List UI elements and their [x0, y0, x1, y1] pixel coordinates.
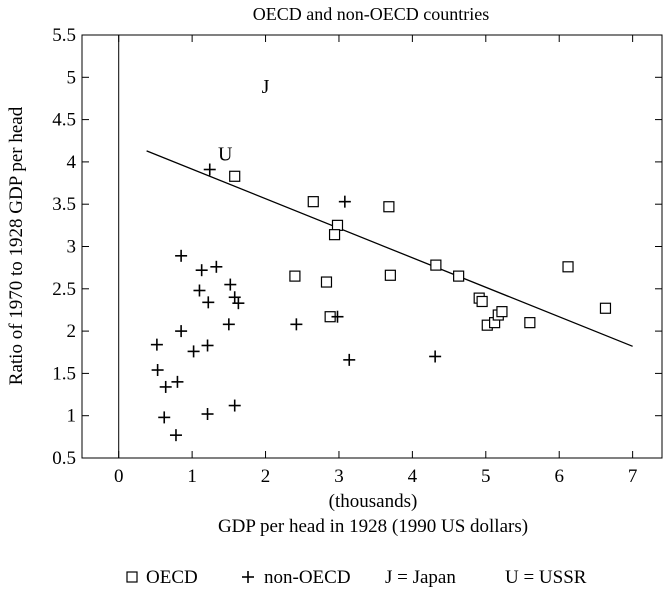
non-oecd-point: [195, 264, 208, 277]
non-oecd-point: [169, 429, 182, 442]
x-axis-label: GDP per head in 1928 (1990 US dollars): [218, 516, 528, 537]
non-oecd-point: [338, 195, 351, 208]
x-tick-label: 5: [481, 466, 491, 487]
oecd-point: [599, 302, 612, 314]
non-oecd-point: [150, 338, 163, 351]
non-oecd-point: [158, 411, 171, 424]
y-tick-label: 2: [67, 321, 77, 342]
x-tick-label: 2: [261, 466, 271, 487]
legend-ussr-label: U = USSR: [505, 567, 587, 588]
x-tick-label: 6: [554, 466, 564, 487]
oecd-point: [562, 261, 574, 273]
trend-line: [146, 150, 633, 347]
non-oecd-point: [201, 408, 214, 421]
non-oecd-point: [175, 325, 188, 338]
non-oecd-point: [429, 350, 442, 363]
legend: OECD non-OECD J = Japan U = USSR: [126, 567, 587, 588]
non-oecd-point: [187, 345, 200, 358]
non-oecd-point: [224, 278, 237, 291]
x-axis-unit-label: (thousands): [329, 491, 418, 512]
y-tick-label: 3: [67, 237, 77, 258]
oecd-point: [453, 270, 465, 282]
y-tick-label: 0.5: [52, 448, 76, 469]
legend-japan-label: J = Japan: [385, 567, 456, 588]
non-oecd-point: [202, 296, 215, 309]
x-tick-label: 0: [114, 466, 124, 487]
legend-non-oecd-label: non-OECD: [264, 567, 351, 588]
y-tick-label: 3.5: [52, 194, 76, 215]
legend-oecd-label: OECD: [146, 567, 198, 588]
oecd-point: [289, 270, 301, 282]
y-tick-label: 5: [67, 67, 77, 88]
data-points: [150, 163, 612, 442]
oecd-point: [430, 259, 442, 271]
y-tick-label: 1: [67, 406, 77, 427]
non-oecd-point: [290, 318, 303, 331]
point-annotations: JU: [218, 76, 270, 166]
oecd-point: [331, 219, 344, 231]
non-oecd-point: [228, 399, 241, 412]
non-oecd-point: [201, 339, 214, 352]
annotation-label: J: [262, 76, 270, 98]
oecd-point: [524, 317, 536, 329]
x-tick-label: 7: [628, 466, 638, 487]
non-oecd-point: [222, 318, 235, 331]
annotation-label: U: [218, 143, 233, 165]
x-axis-ticks: 0 1 2 3 4 5 6 7: [114, 35, 637, 487]
non-oecd-point: [203, 163, 216, 176]
non-oecd-point: [331, 310, 344, 323]
y-tick-label: 1.5: [52, 363, 76, 384]
y-axis-ticks: 0.5 1 1.5 2 2.5 3 3.5 4 4.5 5 5.5: [52, 25, 662, 469]
oecd-point: [320, 276, 333, 288]
legend-non-oecd-plus-icon: [242, 571, 254, 583]
non-oecd-point: [151, 364, 164, 377]
non-oecd-point: [210, 260, 223, 273]
y-tick-label: 4.5: [52, 110, 76, 131]
x-tick-label: 4: [408, 466, 418, 487]
oecd-point: [496, 306, 508, 318]
chart-title: OECD and non-OECD countries: [253, 4, 489, 24]
non-oecd-point: [159, 380, 172, 393]
y-tick-label: 5.5: [52, 25, 76, 46]
y-tick-label: 2.5: [52, 279, 76, 300]
oecd-point: [384, 269, 396, 281]
oecd-point: [476, 295, 488, 308]
y-axis-label: Ratio of 1970 to 1928 GDP per head: [6, 106, 27, 385]
oecd-point: [307, 196, 319, 208]
non-oecd-point: [232, 297, 245, 310]
oecd-point: [328, 229, 341, 241]
non-oecd-point: [343, 353, 356, 366]
non-oecd-point: [175, 249, 188, 262]
non-oecd-point: [193, 284, 206, 297]
oecd-point: [229, 170, 241, 182]
legend-oecd-square-icon: [126, 571, 138, 583]
y-tick-label: 4: [67, 152, 77, 173]
x-tick-label: 1: [187, 466, 197, 487]
x-tick-label: 3: [334, 466, 344, 487]
plot-frame: [81, 34, 663, 459]
oecd-point: [383, 201, 395, 213]
non-oecd-point: [171, 375, 184, 388]
